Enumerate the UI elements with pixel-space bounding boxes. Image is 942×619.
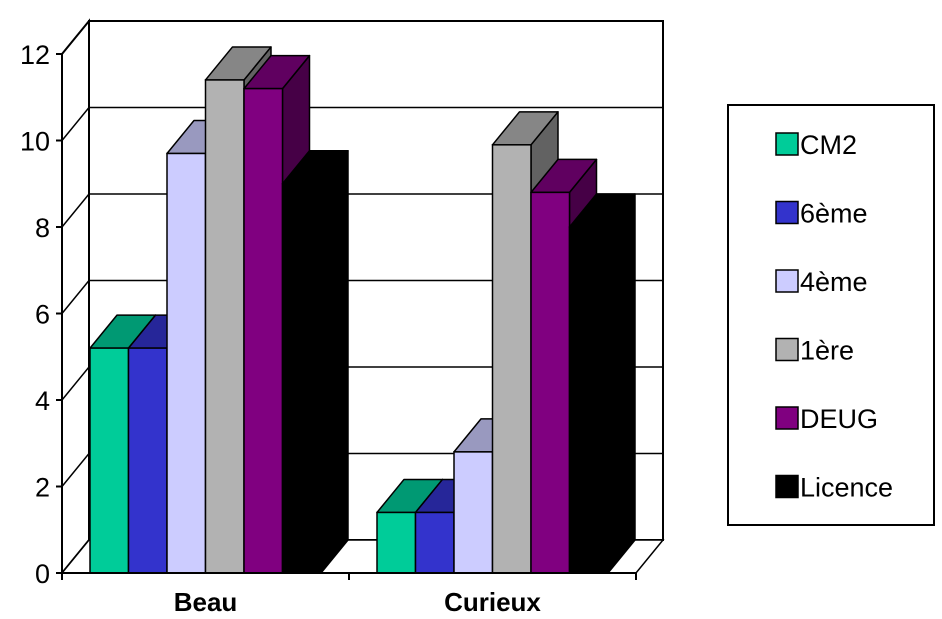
- axes: [56, 53, 637, 580]
- y-tick-label: 12: [20, 40, 50, 70]
- bar-front: [89, 347, 130, 574]
- legend-item: CM2: [775, 130, 857, 160]
- legend-item: Licence: [775, 473, 893, 503]
- bar-front: [243, 87, 284, 574]
- legend-label: 1ère: [800, 336, 854, 366]
- legend-label: DEUG: [800, 404, 878, 434]
- legend-swatch: [775, 200, 799, 225]
- y-tick-label: 0: [35, 559, 50, 589]
- legend-item: 4ème: [775, 267, 868, 297]
- legend-swatch: [775, 269, 799, 293]
- bar: [568, 193, 636, 574]
- bar-front: [568, 226, 609, 574]
- bar-side: [607, 193, 636, 574]
- legend: CM2 6ème 4ème 1ère DEUG Licence: [727, 104, 935, 526]
- legend-label: 4ème: [800, 267, 868, 297]
- gridline: [61, 279, 663, 314]
- y-tick-label: 6: [35, 300, 50, 330]
- y-tick-label: 2: [35, 473, 50, 503]
- legend-swatch: [775, 337, 799, 362]
- bar-front: [166, 152, 207, 574]
- bar-front: [281, 183, 322, 574]
- legend-label: 6ème: [800, 199, 868, 229]
- legend-item: DEUG: [775, 404, 878, 434]
- y-tick-label: 8: [35, 213, 50, 243]
- y-tick-label: 10: [20, 127, 50, 157]
- x-category-labels: Beau Curieux: [174, 587, 542, 617]
- legend-swatch: [775, 474, 799, 499]
- gridline: [61, 193, 663, 228]
- legend-label: CM2: [800, 130, 857, 160]
- legend-item: 1ère: [775, 336, 854, 366]
- bar-front: [376, 511, 417, 574]
- bar-front: [414, 511, 455, 574]
- bar-front: [127, 347, 168, 574]
- legend-swatch: [775, 132, 799, 156]
- gridline: [61, 20, 663, 55]
- legend-swatch: [775, 406, 799, 430]
- bar: [281, 150, 349, 574]
- bar-front: [204, 79, 245, 574]
- y-tick-labels: 0 2 4 6 8 10 12: [20, 40, 50, 589]
- bar-front: [530, 191, 571, 574]
- legend-label: Licence: [800, 473, 893, 503]
- bar-side: [320, 150, 349, 574]
- gridline: [61, 106, 663, 141]
- bar-front: [453, 451, 494, 574]
- gridline: [61, 366, 663, 401]
- legend-box: [727, 104, 935, 526]
- y-tick-label: 4: [35, 386, 50, 416]
- category-label: Beau: [174, 587, 238, 617]
- legend-item: 6ème: [775, 199, 868, 229]
- category-label: Curieux: [444, 587, 541, 617]
- bar-front: [491, 144, 532, 574]
